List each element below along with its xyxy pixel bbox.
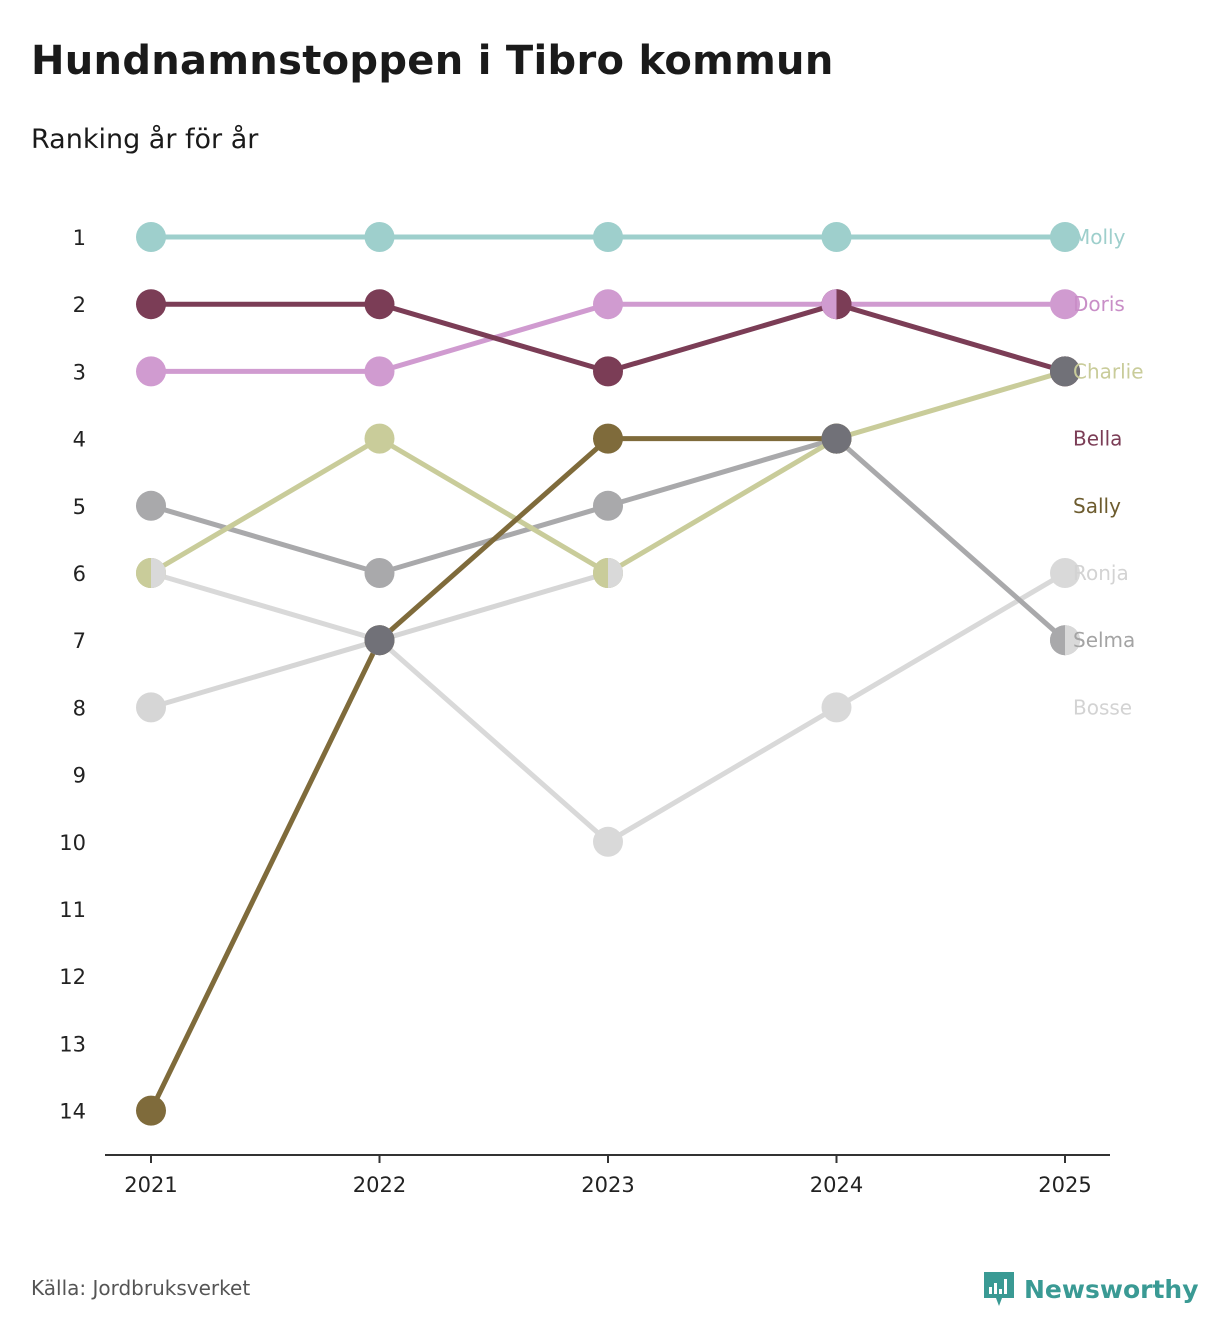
- marker-split-right-2021: [151, 558, 166, 588]
- chart-subtitle: Ranking år för år: [31, 124, 259, 155]
- end-label-ronja: Ronja: [1073, 561, 1129, 585]
- marker-ronja-2021: [136, 692, 166, 723]
- marker-bosse-2024: [821, 692, 852, 723]
- end-label-charlie: Charlie: [1073, 359, 1144, 383]
- marker-molly-2025: [1050, 222, 1080, 252]
- x-tick-label: 2025: [1038, 1173, 1091, 1197]
- x-tick-label: 2022: [353, 1173, 406, 1197]
- y-tick-label: 14: [59, 1100, 86, 1124]
- newsworthy-icon: [984, 1272, 1014, 1306]
- x-axis-ticks: 2021 2022 2023 2024 2025: [124, 1155, 1092, 1197]
- end-label-molly: Molly: [1073, 225, 1126, 249]
- end-label-doris: Doris: [1073, 292, 1125, 316]
- marker-selma-2021: [136, 490, 166, 521]
- y-tick-label: 5: [73, 495, 86, 519]
- x-tick-label: 2021: [124, 1173, 177, 1197]
- marker-bella-2022: [364, 289, 395, 320]
- marker-doris-2023: [593, 289, 623, 320]
- marker-molly-2023: [593, 222, 623, 252]
- marker-split-right-2024: [836, 289, 852, 320]
- x-tick-label: 2023: [581, 1173, 634, 1197]
- marker-bosse-2025: [1050, 558, 1080, 588]
- y-tick-label: 13: [59, 1032, 86, 1056]
- y-tick-label: 7: [73, 629, 86, 653]
- series-line-charlie: [148, 368, 1068, 576]
- marker-shared-2022: [364, 625, 395, 656]
- series-line-selma: [148, 436, 1068, 643]
- marker-molly-2024: [821, 222, 852, 252]
- y-tick-label: 12: [59, 965, 86, 989]
- marker-shared-2025: [1050, 356, 1080, 387]
- marker-selma-2022: [364, 558, 395, 588]
- y-tick-label: 9: [73, 764, 86, 788]
- marker-bella-2021: [136, 289, 166, 320]
- y-tick-label: 11: [59, 898, 86, 922]
- y-tick-label: 3: [73, 360, 86, 384]
- y-tick-label: 1: [73, 226, 86, 250]
- marker-split-left-2024: [821, 289, 837, 320]
- source-note: Källa: Jordbruksverket: [31, 1276, 251, 1300]
- marker-split-left-2023: [593, 558, 608, 588]
- marker-split-right-2023: [608, 558, 623, 588]
- marker-sally-2023: [593, 423, 623, 454]
- end-label-selma: Selma: [1073, 628, 1135, 652]
- y-tick-label: 6: [73, 562, 86, 586]
- marker-split-left-2025: [1050, 625, 1065, 656]
- series-line-bosse: [148, 570, 1068, 845]
- marker-molly-2021: [136, 222, 166, 252]
- marker-split-right-2025: [1065, 625, 1080, 656]
- end-label-bosse: Bosse: [1073, 695, 1132, 719]
- marker-bella-2023: [593, 356, 623, 387]
- marker-bosse-2023: [593, 826, 623, 857]
- series-end-labels: Molly Doris Charlie Bella Sally Ronja Selma Bos…: [1073, 225, 1144, 719]
- chart-title: Hundnamnstoppen i Tibro kommun: [31, 38, 834, 84]
- marker-sally-2021: [136, 1095, 166, 1126]
- y-tick-label: 4: [73, 428, 86, 452]
- marker-shared-2024: [821, 423, 852, 454]
- marker-selma-2023: [593, 490, 623, 521]
- marker-doris-2022: [364, 356, 395, 387]
- marker-doris-2025: [1050, 289, 1080, 320]
- brand-logo[interactable]: Newsworthy: [982, 1270, 1199, 1308]
- brand-name: Newsworthy: [1024, 1274, 1199, 1304]
- marker-doris-2021: [136, 356, 166, 387]
- y-tick-label: 8: [73, 696, 86, 720]
- y-tick-label: 2: [73, 293, 86, 317]
- marker-charlie-2022: [364, 423, 395, 454]
- end-label-bella: Bella: [1073, 427, 1122, 451]
- x-tick-label: 2024: [810, 1173, 863, 1197]
- series-markers: [136, 222, 1080, 1126]
- end-label-sally: Sally: [1073, 494, 1121, 518]
- marker-split-left-2021: [136, 558, 151, 588]
- marker-molly-2022: [364, 222, 395, 252]
- series-line-sally: [148, 436, 839, 1114]
- y-tick-label: 10: [59, 831, 86, 855]
